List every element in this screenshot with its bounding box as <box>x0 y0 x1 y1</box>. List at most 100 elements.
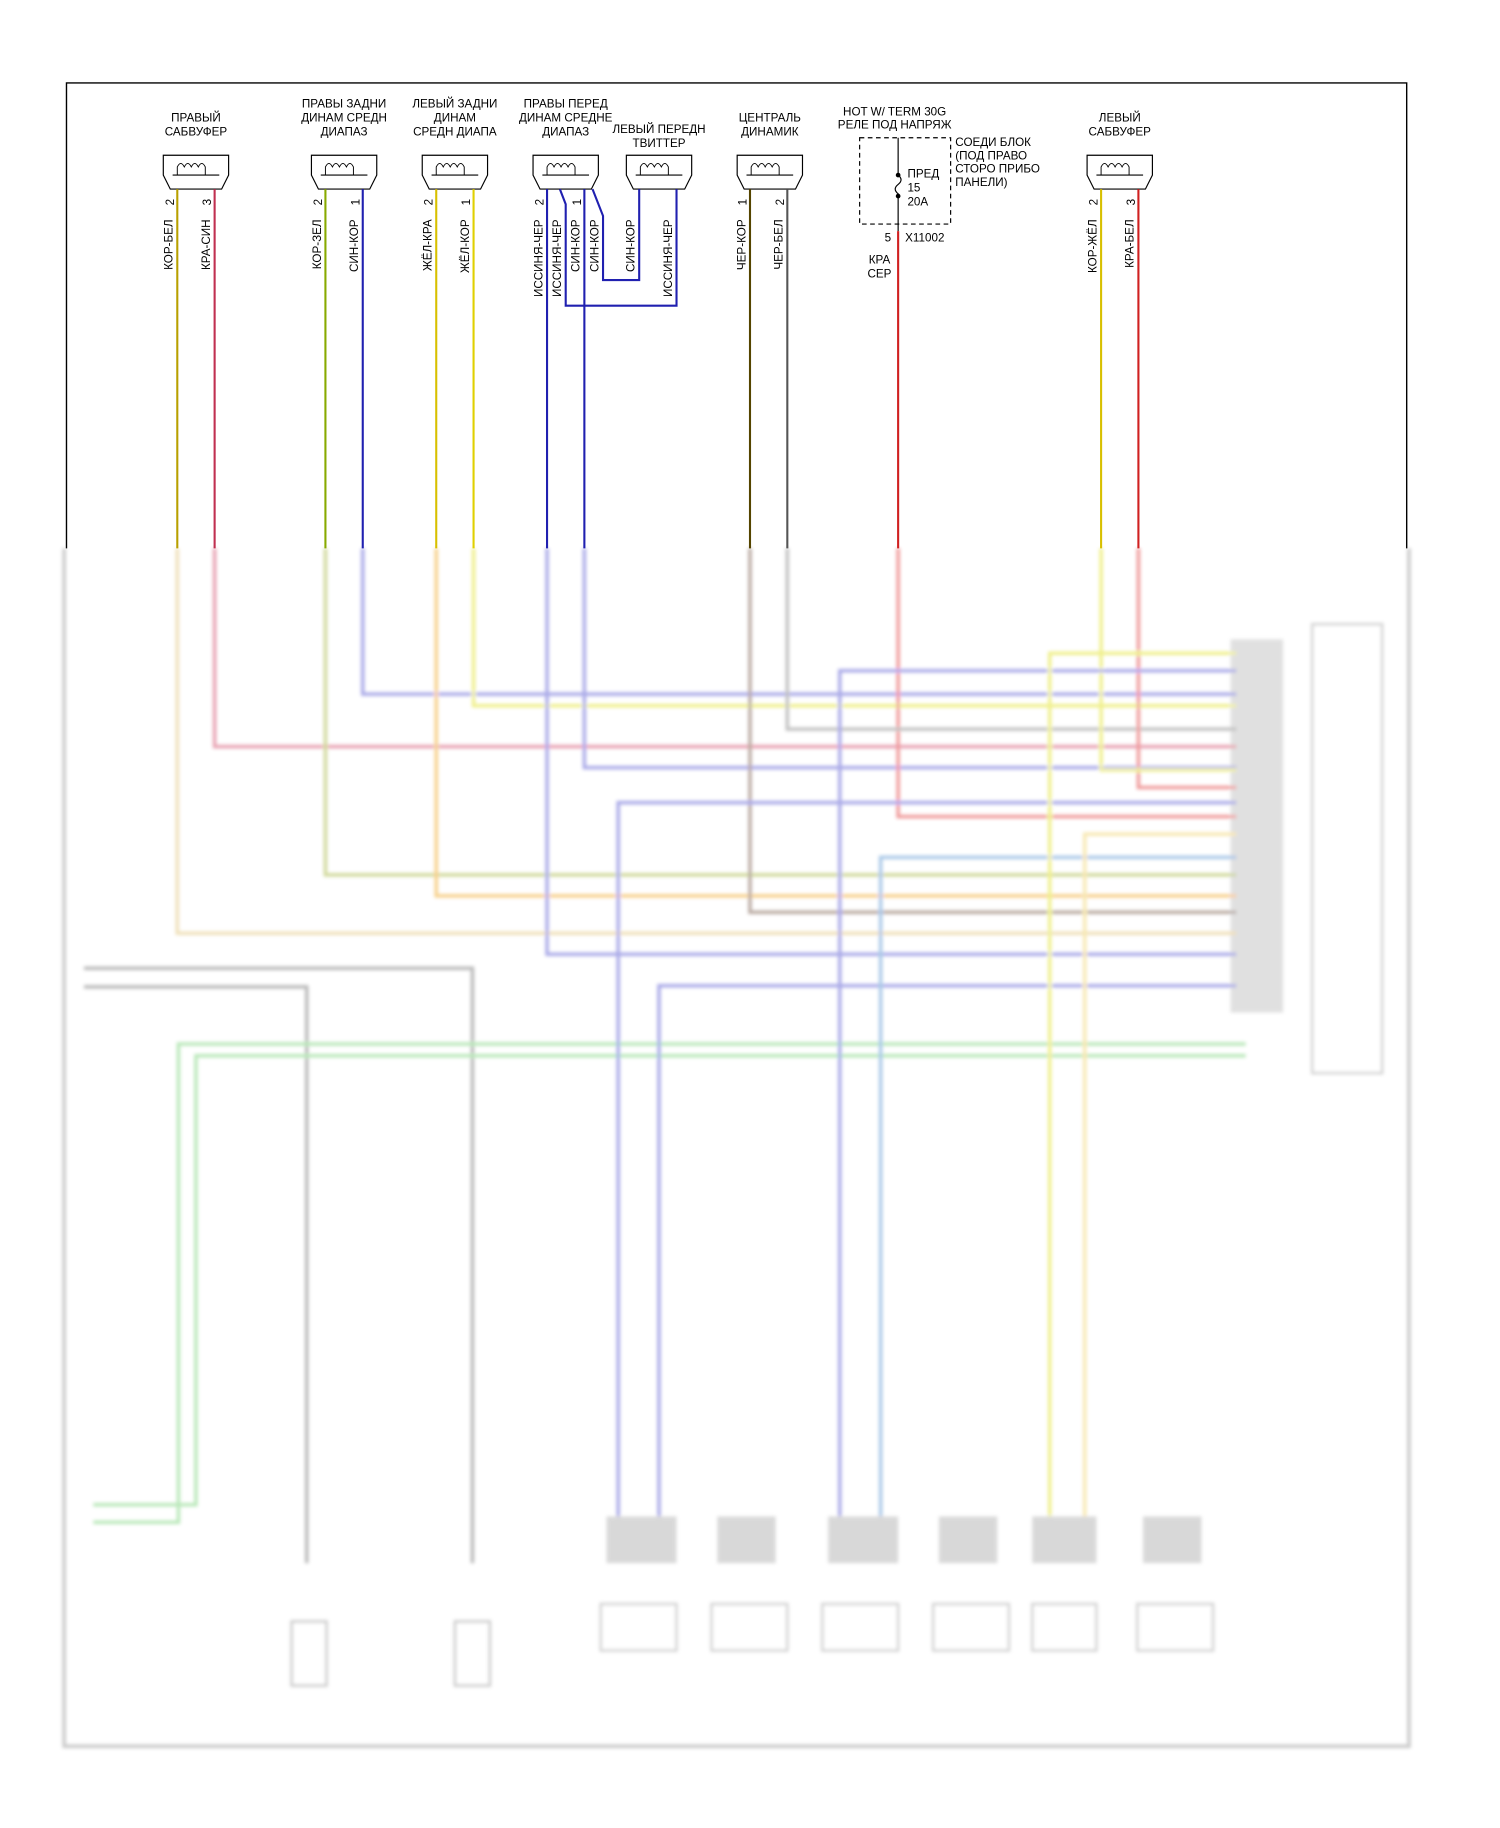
component-label: ПРАВЫ ЗАДНИ <box>302 97 386 110</box>
speaker-symbol <box>736 154 804 190</box>
blurred-wire <box>1136 548 1237 790</box>
component-label: ПРАВЫЙ <box>171 111 221 124</box>
fuse-dot <box>895 172 901 178</box>
component-label: ДИАПАЗ <box>321 125 368 138</box>
component-label: ПРАВЫ ПЕРЕД <box>524 97 608 110</box>
fuse-pin: 5 <box>885 232 891 245</box>
blurred-wire <box>748 548 1237 914</box>
wire-color: КРА <box>869 254 891 267</box>
pin-number: 2 <box>1088 199 1101 205</box>
blurred-wire <box>1083 832 1237 1517</box>
speaker-symbol <box>625 154 693 190</box>
blurred-wire <box>323 548 1237 877</box>
speaker-coil <box>176 162 206 176</box>
speaker-coil <box>435 162 465 176</box>
connector-id: X11002 <box>905 232 944 245</box>
wire <box>591 188 641 282</box>
speaker-coil <box>639 162 669 176</box>
pin-number: 2 <box>774 199 787 205</box>
blurred-wire <box>878 855 1237 1517</box>
blurred-wire <box>361 548 1237 696</box>
component-label: ЦЕНТРАЛЬ <box>739 111 802 124</box>
fuse-block-title: HOT W/ TERM 30G <box>843 106 946 119</box>
fuse-block-outline <box>859 137 952 225</box>
blurred-wire <box>434 548 1237 898</box>
fuse-block-location: (ПОД ПРАВО <box>955 149 1027 162</box>
fuse-block-location: СОЕДИ БЛОК <box>955 136 1031 149</box>
fuse-dot <box>895 193 901 199</box>
component-label: ДИНАМИК <box>741 125 799 138</box>
wire-label: СИН-КОР <box>625 219 638 272</box>
wire-label: ИССИНЯ-ЧЕР <box>532 219 545 297</box>
pin-number: 1 <box>737 199 750 205</box>
blurred-wire <box>545 548 1237 956</box>
component-label: ДИАПАЗ <box>542 125 589 138</box>
pin-number: 2 <box>164 199 177 205</box>
wire <box>558 188 678 307</box>
blurred-wire <box>212 548 1237 749</box>
wire-label: ЧЕР-БЕЛ <box>773 219 786 269</box>
wire-label: ИССИНЯ-ЧЕР <box>662 219 675 297</box>
blurred-wire <box>471 548 1237 708</box>
speaker-symbol <box>1086 154 1153 190</box>
component-label: СРЕДН ДИАПА <box>413 125 497 138</box>
speaker-symbol <box>310 154 378 190</box>
fuse-label: 15 <box>907 181 920 194</box>
wire-label: ИССИНЯ-ЧЕР <box>551 219 564 297</box>
component-label: САБВУФЕР <box>165 125 228 138</box>
speaker-symbol <box>532 154 599 190</box>
speaker-coil <box>324 162 354 176</box>
speaker-symbol <box>421 154 489 190</box>
pin-number: 2 <box>312 199 325 205</box>
pin-number: 1 <box>571 199 584 205</box>
speaker-coil <box>750 162 780 176</box>
wire-label: КОР-ЖЁЛ <box>1086 219 1099 273</box>
component-label: ДИНАМ <box>434 111 476 124</box>
component-label: ЛЕВЫЙ ПЕРЕДН <box>612 123 705 136</box>
wire-label: КОР-ЗЕЛ <box>311 219 324 269</box>
pin-number: 2 <box>423 199 436 205</box>
wire-label: СИН-КОР <box>588 219 601 272</box>
pin-number: 3 <box>1125 199 1138 205</box>
speaker-symbol <box>162 154 230 190</box>
fuse-label: 20A <box>907 195 928 208</box>
wire-label: ЖЁЛ-КОР <box>459 219 472 273</box>
blurred-wire <box>657 983 1237 1517</box>
blurred-wire <box>1099 548 1237 772</box>
fuse-symbol <box>894 137 902 232</box>
wire-label: КРА-СИН <box>200 219 213 270</box>
pin-number: 1 <box>460 199 473 205</box>
wire-label: СИН-КОР <box>348 219 361 272</box>
fuse-block-location: ПАНЕЛИ) <box>955 176 1007 189</box>
blurred-wire <box>175 548 1237 935</box>
component-label: ДИНАМ СРЕДН <box>301 111 387 124</box>
wire-label: ЖЁЛ-КРА <box>422 219 435 271</box>
wire-label: КОР-БЕЛ <box>163 219 176 269</box>
speaker-coil <box>1100 162 1130 176</box>
blurred-wire <box>1048 651 1237 1517</box>
fuse-block-location: СТОРО ПРИБО <box>955 163 1040 176</box>
wire-label: ЧЕР-КОР <box>735 219 748 270</box>
component-label: ЛЕВЫЙ ЗАДНИ <box>412 97 497 110</box>
blurred-wire <box>896 548 1237 819</box>
component-label: ЛЕВЫЙ <box>1099 111 1141 124</box>
border <box>65 82 1408 549</box>
speaker-coil <box>546 162 576 176</box>
blurred-wire <box>582 548 1237 770</box>
pin-number: 2 <box>534 199 547 205</box>
wire-label: КРА-БЕЛ <box>1124 219 1137 268</box>
blurred-wire <box>838 669 1237 1517</box>
component-label: ТВИТТЕР <box>632 137 685 150</box>
fuse-block-title: РЕЛЕ ПОД НАПРЯЖ <box>838 118 952 131</box>
blurred-wire <box>616 800 1237 1517</box>
fuse-label: ПРЕД <box>907 167 939 180</box>
component-label: САБВУФЕР <box>1089 125 1152 138</box>
component-label: ДИНАМ СРЕДНЕ <box>519 111 613 124</box>
pin-number: 1 <box>349 199 362 205</box>
pin-number: 3 <box>201 199 214 205</box>
wire-color: СЕР <box>867 268 891 281</box>
blurred-wire <box>785 548 1237 731</box>
blurred-lower-area <box>62 548 1411 1748</box>
wire-label: СИН-КОР <box>570 219 583 272</box>
